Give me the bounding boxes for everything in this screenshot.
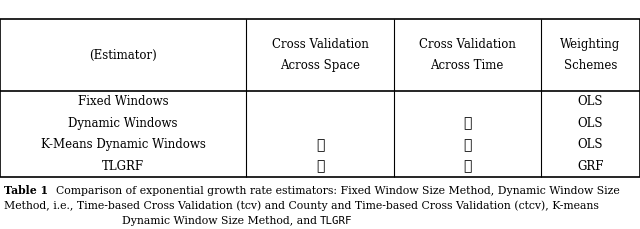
Text: TLGRF: TLGRF <box>102 160 144 173</box>
Text: ✓: ✓ <box>463 138 472 152</box>
Text: OLS: OLS <box>578 117 603 130</box>
Text: GRF: GRF <box>577 160 604 173</box>
Text: ✓: ✓ <box>316 138 324 152</box>
Text: OLS: OLS <box>578 95 603 108</box>
Text: Cross Validation
Across Space: Cross Validation Across Space <box>271 38 369 72</box>
Text: K-Means Dynamic Windows: K-Means Dynamic Windows <box>41 138 205 151</box>
Text: Method, i.e., Time-based Cross Validation (tcv) and County and Time-based Cross : Method, i.e., Time-based Cross Validatio… <box>4 200 599 211</box>
Text: ✓: ✓ <box>463 116 472 130</box>
Text: (Estimator): (Estimator) <box>90 49 157 62</box>
Text: ✓: ✓ <box>316 159 324 173</box>
Text: Dynamic Window Size Method, and: Dynamic Window Size Method, and <box>122 215 320 226</box>
Text: TLGRF: TLGRF <box>320 215 353 226</box>
Text: Fixed Windows: Fixed Windows <box>78 95 168 108</box>
Text: Dynamic Windows: Dynamic Windows <box>68 117 178 130</box>
Text: Dynamic Window Size Method, and TLGRF: Dynamic Window Size Method, and TLGRF <box>0 228 1 229</box>
Text: ✓: ✓ <box>463 159 472 173</box>
Text: Weighting
Schemes: Weighting Schemes <box>560 38 621 72</box>
Text: Cross Validation
Across Time: Cross Validation Across Time <box>419 38 516 72</box>
Text: Comparison of exponential growth rate estimators: Fixed Window Size Method, Dyna: Comparison of exponential growth rate es… <box>42 185 620 196</box>
Text: Table 1: Table 1 <box>4 185 48 196</box>
Text: OLS: OLS <box>578 138 603 151</box>
